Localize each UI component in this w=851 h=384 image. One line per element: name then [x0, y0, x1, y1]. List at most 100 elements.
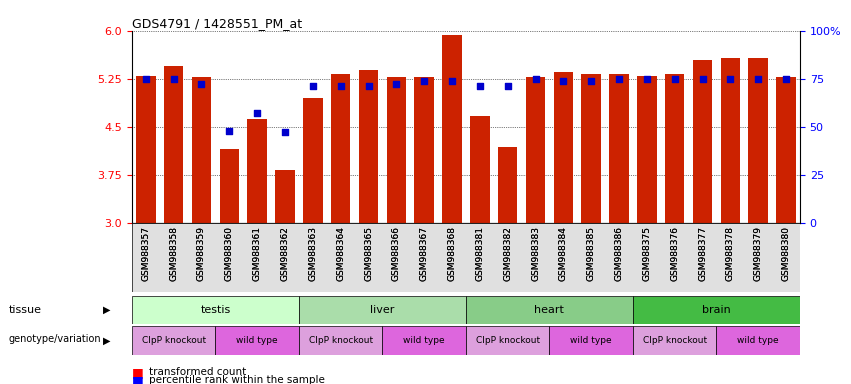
Text: GSM988359: GSM988359	[197, 226, 206, 281]
Bar	[637, 76, 657, 223]
Point	[640, 76, 654, 82]
Text: GSM988357: GSM988357	[141, 226, 151, 281]
Point	[139, 76, 152, 82]
Bar	[299, 326, 382, 355]
Text: GSM988383: GSM988383	[531, 226, 540, 281]
Text: GSM988377: GSM988377	[698, 226, 707, 281]
Text: GSM988358: GSM988358	[169, 226, 178, 281]
Bar	[466, 296, 633, 324]
Point	[585, 78, 598, 84]
Text: heart: heart	[534, 305, 564, 315]
Text: GSM988367: GSM988367	[420, 226, 429, 281]
Text: GSM988385: GSM988385	[586, 226, 596, 281]
Text: GSM988386: GSM988386	[614, 226, 624, 281]
Text: GSM988364: GSM988364	[336, 226, 346, 281]
Bar	[382, 326, 466, 355]
Bar	[132, 296, 299, 324]
Text: GSM988368: GSM988368	[448, 226, 456, 281]
Bar	[466, 326, 550, 355]
Point	[696, 76, 710, 82]
Text: GSM988381: GSM988381	[476, 226, 484, 281]
Bar	[581, 74, 601, 223]
Point	[362, 83, 375, 89]
Point	[445, 78, 459, 84]
Point	[334, 83, 347, 89]
Text: wild type: wild type	[570, 336, 612, 345]
Point	[250, 110, 264, 116]
Text: testis: testis	[200, 305, 231, 315]
Text: GSM988364: GSM988364	[336, 226, 346, 281]
Text: tissue: tissue	[9, 305, 42, 315]
Point	[278, 129, 292, 136]
Text: GSM988377: GSM988377	[698, 226, 707, 281]
Text: GSM988381: GSM988381	[476, 226, 484, 281]
Text: percentile rank within the sample: percentile rank within the sample	[149, 375, 325, 384]
Text: GSM988358: GSM988358	[169, 226, 178, 281]
Text: GSM988378: GSM988378	[726, 226, 735, 281]
Text: GSM988357: GSM988357	[141, 226, 151, 281]
Bar	[191, 77, 211, 223]
Text: GSM988384: GSM988384	[559, 226, 568, 281]
Bar	[550, 326, 633, 355]
Bar	[776, 78, 796, 223]
Text: GSM988361: GSM988361	[253, 226, 261, 281]
Text: wild type: wild type	[737, 336, 779, 345]
Point	[390, 81, 403, 88]
Point	[723, 76, 737, 82]
Text: GSM988359: GSM988359	[197, 226, 206, 281]
Bar	[717, 326, 800, 355]
Text: GSM988368: GSM988368	[448, 226, 456, 281]
Text: liver: liver	[370, 305, 395, 315]
Bar	[275, 170, 294, 223]
Text: GSM988376: GSM988376	[671, 226, 679, 281]
Bar	[164, 66, 184, 223]
Text: GSM988380: GSM988380	[781, 226, 791, 281]
Text: GSM988365: GSM988365	[364, 226, 373, 281]
Text: GSM988382: GSM988382	[503, 226, 512, 281]
Text: GSM988378: GSM988378	[726, 226, 735, 281]
Bar	[386, 78, 406, 223]
Text: GSM988362: GSM988362	[281, 226, 289, 281]
Point	[751, 76, 765, 82]
Bar	[136, 76, 156, 223]
Text: GSM988383: GSM988383	[531, 226, 540, 281]
Bar	[748, 58, 768, 223]
Bar	[609, 74, 629, 223]
Text: ClpP knockout: ClpP knockout	[476, 336, 540, 345]
Text: GDS4791 / 1428551_PM_at: GDS4791 / 1428551_PM_at	[132, 17, 302, 30]
Point	[473, 83, 487, 89]
Bar	[248, 119, 267, 223]
Bar	[215, 326, 299, 355]
Bar	[132, 326, 215, 355]
Text: GSM988376: GSM988376	[671, 226, 679, 281]
Point	[195, 81, 208, 88]
Point	[557, 78, 570, 84]
Text: GSM988367: GSM988367	[420, 226, 429, 281]
Text: GSM988363: GSM988363	[308, 226, 317, 281]
Text: GSM988361: GSM988361	[253, 226, 261, 281]
Text: GSM988382: GSM988382	[503, 226, 512, 281]
Point	[417, 78, 431, 84]
Text: ▶: ▶	[103, 305, 110, 315]
Point	[612, 76, 625, 82]
Text: GSM988386: GSM988386	[614, 226, 624, 281]
Text: GSM988384: GSM988384	[559, 226, 568, 281]
Text: GSM988360: GSM988360	[225, 226, 234, 281]
Bar	[414, 78, 434, 223]
Text: GSM988366: GSM988366	[391, 226, 401, 281]
Bar	[470, 116, 489, 223]
Point	[501, 83, 515, 89]
Text: ClpP knockout: ClpP knockout	[643, 336, 706, 345]
Bar	[721, 58, 740, 223]
Text: GSM988365: GSM988365	[364, 226, 373, 281]
Bar	[665, 74, 684, 223]
Point	[528, 76, 542, 82]
Point	[306, 83, 320, 89]
Bar	[220, 149, 239, 223]
Text: GSM988380: GSM988380	[781, 226, 791, 281]
Bar	[526, 78, 545, 223]
Text: wild type: wild type	[237, 336, 278, 345]
Bar	[299, 296, 466, 324]
Text: GSM988360: GSM988360	[225, 226, 234, 281]
Bar	[693, 60, 712, 223]
